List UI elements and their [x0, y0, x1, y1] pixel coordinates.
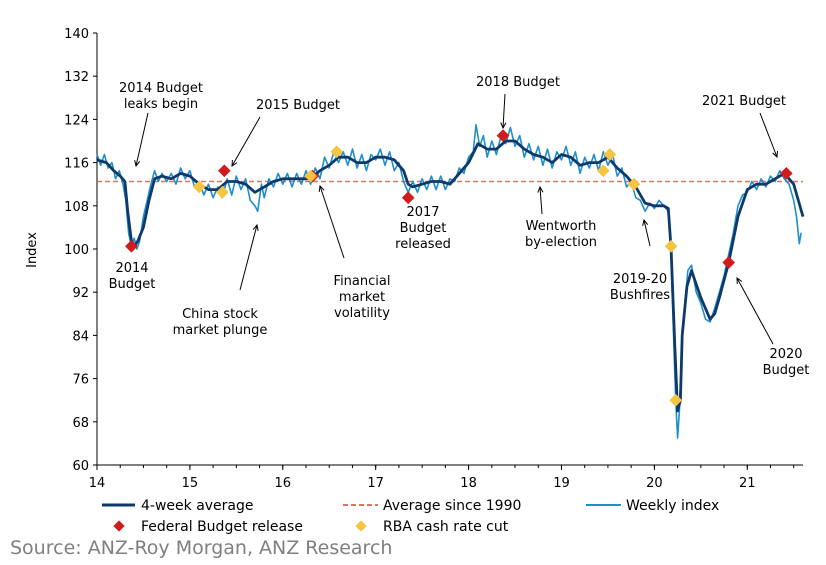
annotation-text: 2021 Budget [702, 94, 786, 109]
annotation-arrow [231, 116, 261, 167]
annotation-text: Wentworth [526, 219, 597, 234]
marker-rba-cash-rate-cut [664, 239, 678, 253]
annotation-arrowhead [252, 223, 259, 231]
annotation-arrow [319, 185, 345, 259]
y-tick-label: 100 [64, 243, 89, 258]
annotation-text: 2015 Budget [256, 98, 340, 113]
annotation-text: 2014 Budget [119, 81, 203, 96]
x-tick-label: 14 [89, 476, 106, 491]
y-tick-label: 68 [72, 416, 89, 431]
x-tick-label: 17 [367, 476, 384, 491]
legend-swatch-rba-cash-rate-cut [355, 520, 367, 532]
x-tick-label: 15 [182, 476, 199, 491]
annotation: 2015 Budget [231, 98, 340, 167]
annotation-text: 2018 Budget [476, 75, 560, 90]
annotation-text: Budget [109, 277, 156, 292]
legend-label-federal-budget-release: Federal Budget release [141, 519, 303, 535]
x-tick-label: 16 [275, 476, 292, 491]
x-tick-label: 19 [553, 476, 570, 491]
y-tick-label: 132 [64, 70, 89, 85]
legend-label-weekly-index: Weekly index [626, 498, 719, 514]
y-axis-label: Index [25, 232, 40, 268]
y-tick-label: 60 [72, 459, 89, 474]
legend: 4-week average Average since 1990 Weekly… [102, 498, 719, 535]
y-tick-label: 108 [64, 200, 89, 215]
annotation-arrow [643, 219, 651, 247]
annotation-text: leaks begin [124, 97, 198, 112]
annotation-text: released [395, 237, 451, 252]
marker-federal-budget-release [779, 167, 793, 180]
legend-label-rba-cash-rate-cut: RBA cash rate cut [383, 519, 509, 535]
annotation-arrowhead [134, 160, 141, 168]
marker-federal-budget-release [496, 129, 510, 142]
annotation-arrowhead [318, 184, 325, 193]
x-tick-label: 18 [460, 476, 477, 491]
annotation-text: 2020 [769, 347, 802, 362]
annotation-text: 2017 [406, 205, 439, 220]
marker-federal-budget-release [125, 239, 138, 253]
annotation-arrowhead [642, 218, 649, 226]
marker-rba-cash-rate-cut [216, 185, 229, 199]
y-tick-label: 76 [72, 373, 89, 388]
annotation-text: Budget [400, 221, 447, 236]
annotation-text: by-election [525, 235, 597, 250]
legend-label-4-week-average: 4-week average [141, 498, 254, 514]
annotation-arrowhead [772, 150, 778, 159]
annotation-arrow [539, 186, 543, 215]
annotation-text: 2014 [115, 261, 148, 276]
annotation-text: market [339, 290, 385, 305]
marker-federal-budget-release [217, 164, 231, 178]
annotation-text: Bushfires [610, 288, 670, 303]
annotation-text: Budget [763, 363, 810, 378]
x-tick-label: 21 [739, 476, 756, 491]
legend-label-average-since-1990: Average since 1990 [383, 498, 521, 514]
source-note: Source: ANZ-Roy Morgan, ANZ Research [10, 537, 393, 559]
annotation-text: volatility [334, 306, 390, 321]
marker-rba-cash-rate-cut [192, 180, 206, 194]
annotation-arrow [502, 93, 506, 129]
annotation-text: 2019-20 [613, 272, 667, 287]
annotation-arrowhead [500, 122, 507, 130]
annotation-arrow [759, 112, 778, 158]
annotation-arrowhead [736, 276, 743, 285]
series-4-week-average [96, 139, 805, 413]
annotation-arrow [135, 112, 149, 167]
annotation: 2021 Budget [702, 94, 786, 159]
x-tick-label: 20 [646, 476, 663, 491]
y-tick-label: 116 [64, 157, 89, 172]
series-layer [96, 124, 805, 439]
annotation-arrow [736, 277, 774, 345]
marker-rba-cash-rate-cut [304, 169, 318, 183]
marker-federal-budget-release [401, 191, 415, 205]
annotation-arrow [239, 224, 258, 291]
annotation-arrowhead [231, 159, 238, 167]
annotation-text: Financial [334, 274, 391, 289]
marker-rba-cash-rate-cut [596, 164, 610, 178]
y-tick-label: 92 [72, 286, 89, 301]
axes: 60 68 76 84 92 100 108 116 124 132 140 14 15 16 17 18 19… [64, 27, 803, 491]
annotation-text: China stock [182, 307, 258, 322]
y-tick-label: 140 [64, 27, 89, 42]
annotation: 2018 Budget [476, 75, 560, 130]
y-tick-label: 84 [72, 329, 89, 344]
y-tick-label: 124 [64, 113, 89, 128]
legend-swatch-federal-budget-release [113, 520, 125, 532]
marker-federal-budget-release [722, 256, 736, 269]
annotation-text: market plunge [173, 323, 268, 338]
marker-rba-cash-rate-cut [330, 145, 344, 159]
annotation-arrowhead [537, 185, 544, 193]
